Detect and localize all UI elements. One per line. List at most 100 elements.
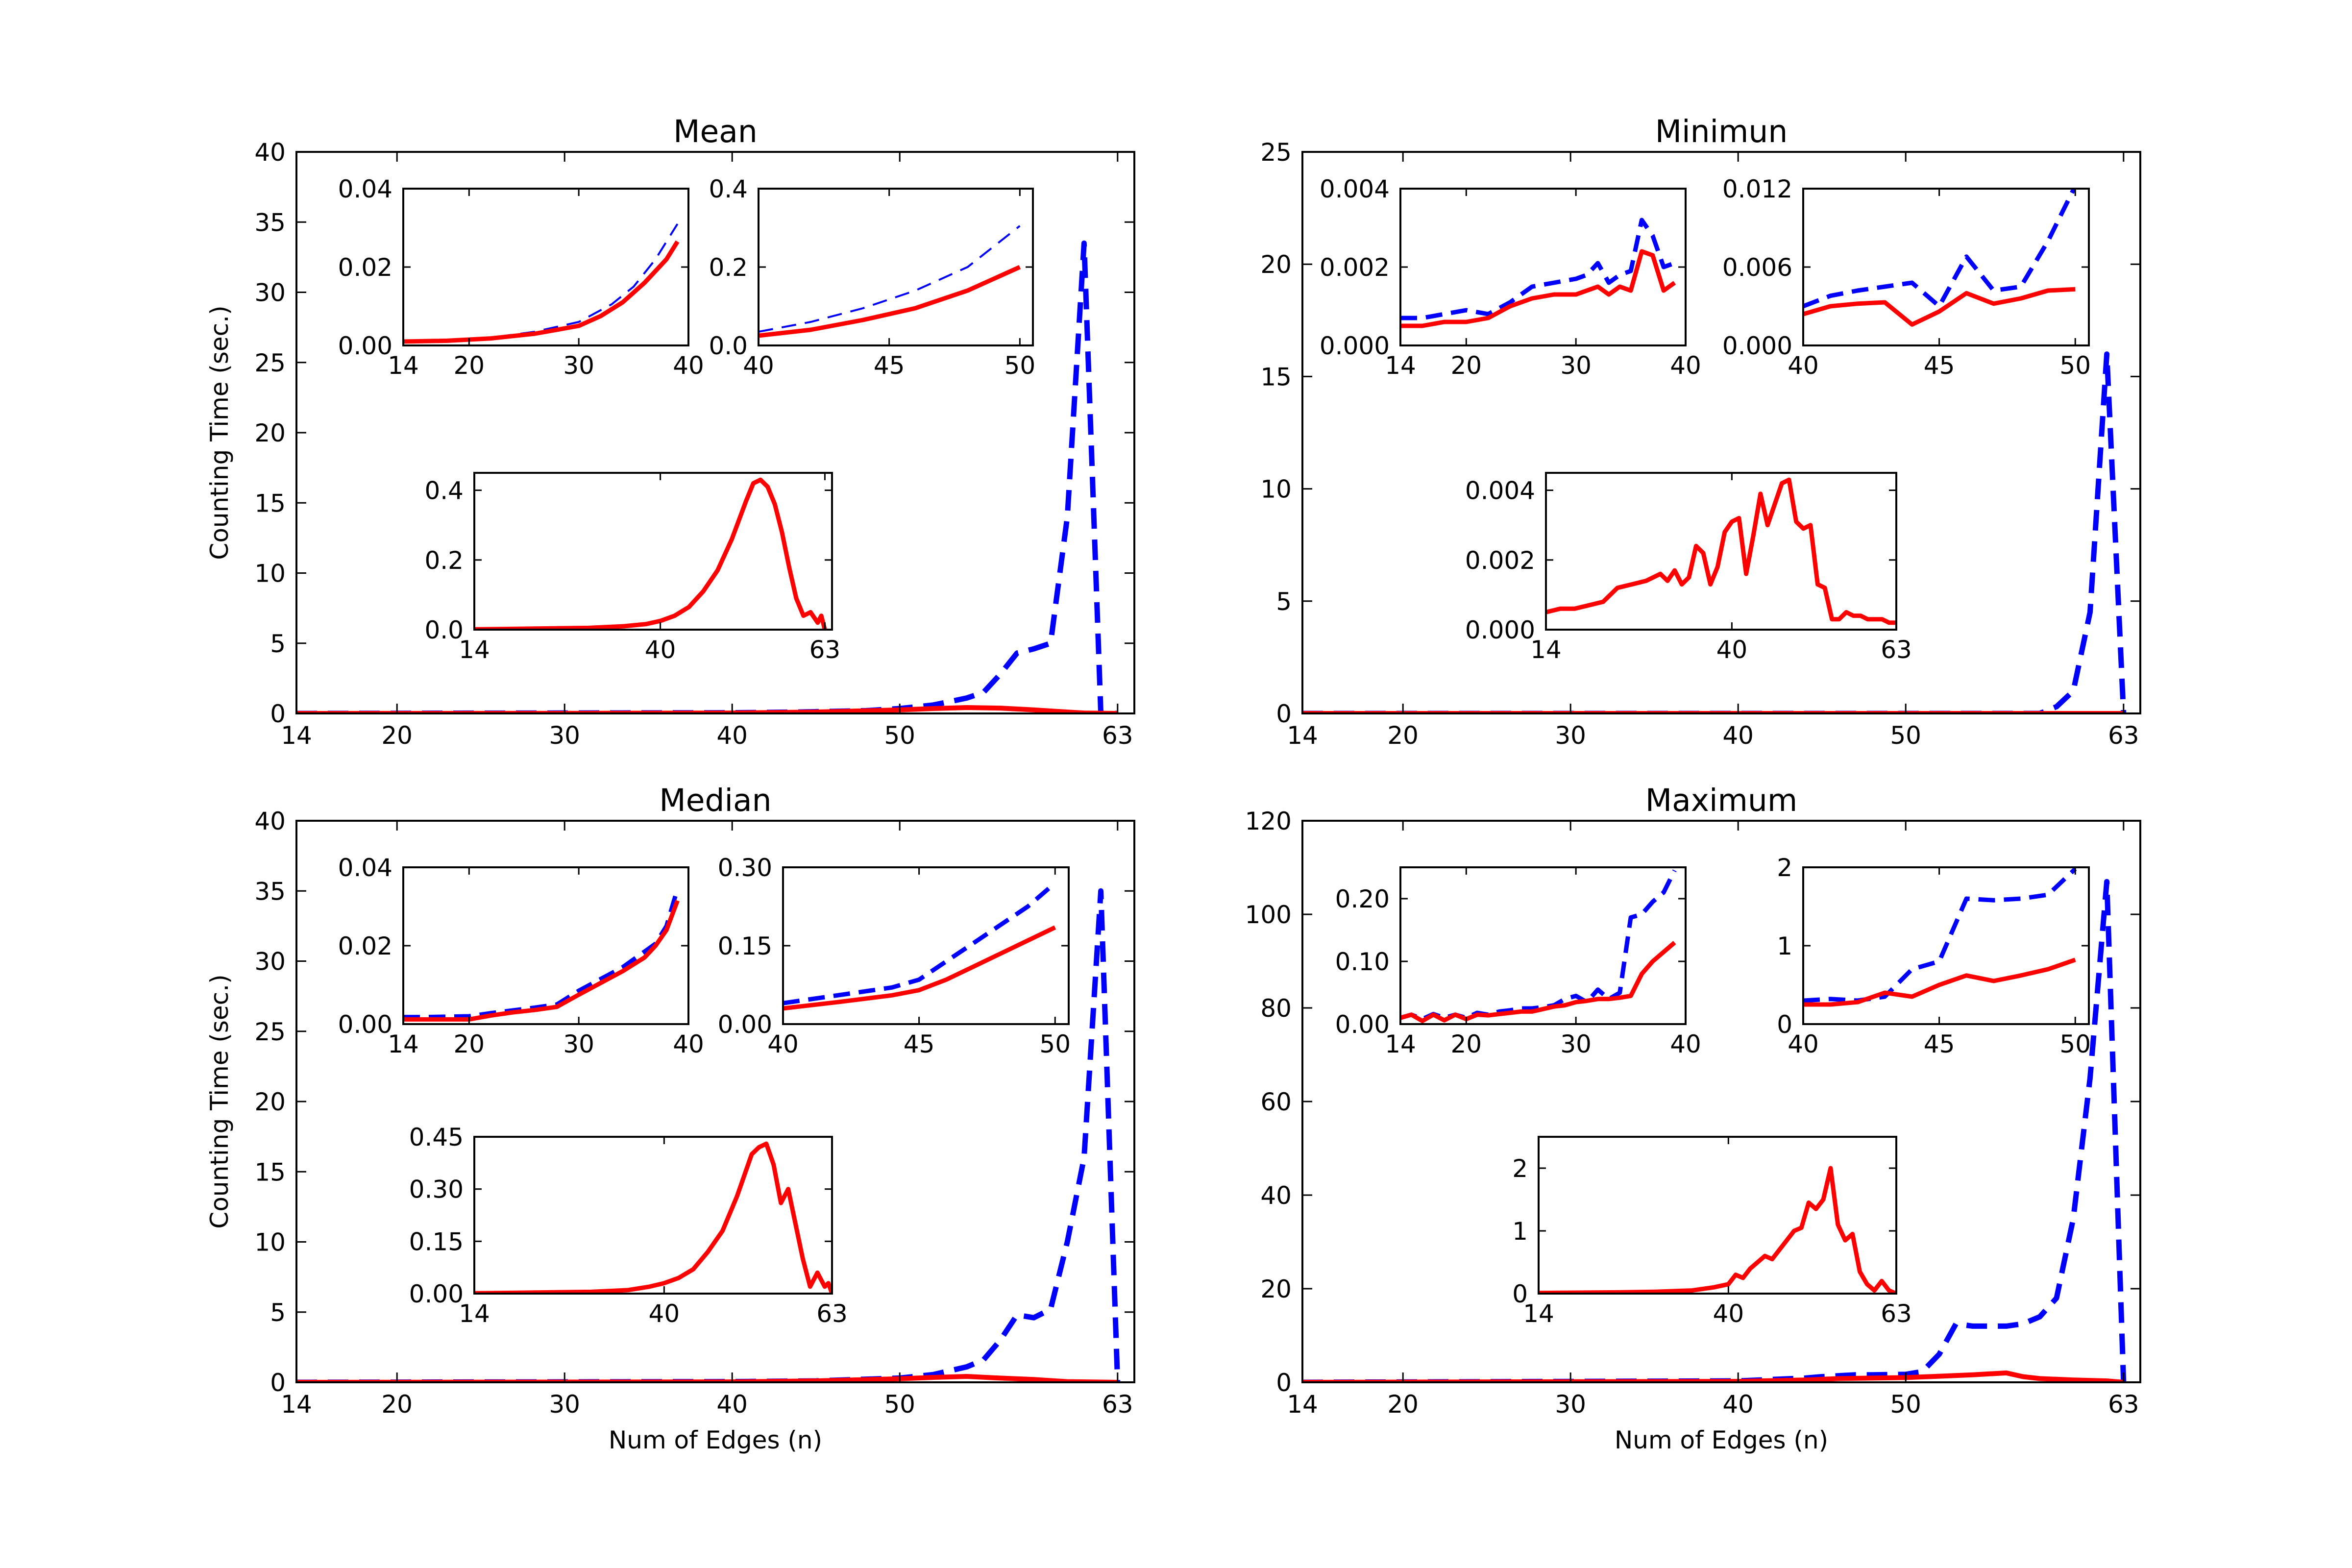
x-tick-label: 50 (1039, 1030, 1071, 1058)
y-tick-label: 0.30 (718, 854, 772, 882)
y-tick-label: 15 (254, 1158, 286, 1186)
x-tick-label: 40 (1722, 1390, 1754, 1419)
y-tick-label: 10 (1260, 475, 1292, 504)
series-line-red (1400, 941, 1676, 1024)
x-tick-label: 50 (1890, 1390, 1921, 1419)
y-tick-label: 0.15 (718, 932, 772, 960)
series-group (1803, 867, 2077, 1007)
x-tick-label: 30 (1560, 351, 1592, 380)
x-tick-label: 45 (874, 351, 905, 380)
x-tick-label: 63 (2108, 1390, 2139, 1419)
series-group (1539, 1166, 1896, 1294)
x-tick-label: 14 (281, 721, 312, 750)
y-tick-label: 25 (254, 349, 286, 377)
x-tick-label: 14 (388, 1030, 419, 1058)
x-tick-label: 40 (673, 351, 704, 380)
x-tick-label: 45 (1924, 351, 1955, 380)
inset-median-inset-c: 14 40 63 0.00 0.15 0.30 0.45 (409, 1123, 848, 1328)
y-tick-label: 20 (254, 1088, 286, 1116)
y-tick-label: 0.002 (1320, 253, 1390, 282)
y-tick-label: 40 (254, 807, 286, 835)
series-group (474, 1141, 832, 1294)
series-group (1400, 218, 1676, 328)
chart-title: Mean (673, 114, 758, 149)
axes-frame (473, 1136, 833, 1295)
x-tick-label: 40 (1788, 1030, 1819, 1058)
series-line-red (474, 477, 827, 630)
x-tick-label: 30 (549, 721, 580, 750)
y-tick-label: 0 (1777, 1010, 1792, 1039)
x-tick-label: 45 (1924, 1030, 1955, 1058)
x-tick-label: 30 (549, 1390, 580, 1419)
x-tick-label: 40 (1713, 1299, 1744, 1328)
series-group (759, 225, 1021, 338)
y-tick-label: 0.04 (338, 175, 392, 203)
inset-mean-inset-b: 40 45 50 0.0 0.2 0.4 (709, 175, 1035, 380)
inset-background (759, 189, 1033, 345)
y-tick-label: 80 (1260, 994, 1292, 1023)
y-tick-label: 40 (254, 138, 286, 167)
y-tick-label: 0.0 (424, 616, 464, 644)
series-line-red (1400, 249, 1676, 328)
series-group (474, 477, 827, 630)
y-tick-label: 5 (270, 1298, 286, 1327)
x-tick-label: 20 (1450, 1030, 1482, 1058)
axes-frame (1301, 151, 2141, 714)
axes-frame (1538, 1136, 1897, 1295)
y-tick-label: 15 (1260, 363, 1292, 391)
x-tick-label: 14 (1523, 1299, 1554, 1328)
x-tick-label: 30 (1560, 1030, 1592, 1058)
chart-title: Median (659, 783, 771, 818)
y-tick-label: 0.002 (1465, 546, 1535, 575)
inset-max-inset-c: 14 40 63 0 1 2 (1512, 1136, 1912, 1328)
y-tick-label: 40 (1260, 1181, 1292, 1210)
x-tick-label: 40 (1670, 1030, 1701, 1058)
y-tick-label: 0 (270, 700, 286, 728)
x-tick-label: 50 (1004, 351, 1036, 380)
y-tick-label: 0 (1512, 1280, 1528, 1308)
y-tick-label: 0.000 (1465, 616, 1535, 644)
x-tick-label: 14 (1287, 1390, 1318, 1419)
y-tick-label: 35 (254, 208, 286, 237)
x-tick-label: 50 (884, 1390, 915, 1419)
y-tick-label: 0.0 (709, 332, 748, 360)
x-tick-label: 40 (716, 1390, 748, 1419)
x-tick-label: 20 (453, 1030, 485, 1058)
chart-title: Maximum (1645, 783, 1797, 818)
inset-min-inset-a: 14 20 30 40 0.000 0.002 0.004 (1320, 175, 1701, 380)
inset-background (474, 1137, 832, 1294)
series-group (1400, 869, 1677, 1024)
x-tick-label: 63 (1881, 1299, 1912, 1328)
series-line-red (403, 900, 680, 1022)
x-tick-label: 20 (1387, 721, 1419, 750)
x-tick-label: 40 (1716, 636, 1748, 664)
series-group (1302, 351, 2127, 713)
x-tick-label: 14 (1385, 1030, 1416, 1058)
inset-background (403, 189, 688, 345)
x-tick-label: 20 (381, 1390, 413, 1419)
x-tick-label: 50 (2059, 351, 2091, 380)
y-tick-label: 0.30 (409, 1176, 464, 1204)
y-tick-label: 25 (1260, 138, 1292, 167)
y-tick-label: 0.004 (1465, 477, 1535, 505)
x-tick-label: 50 (2059, 1030, 2091, 1058)
x-tick-label: 50 (884, 721, 915, 750)
series-line-red (1803, 957, 2076, 1007)
x-tick-label: 30 (563, 351, 594, 380)
y-tick-label: 35 (254, 877, 286, 906)
x-tick-label: 63 (1881, 636, 1912, 664)
x-tick-label: 40 (767, 1030, 799, 1058)
y-tick-label: 0.006 (1722, 253, 1792, 282)
inset-background (474, 473, 832, 630)
y-tick-label: 0.4 (424, 477, 464, 505)
x-tick-label: 20 (453, 351, 485, 380)
y-tick-label: 2 (1777, 854, 1792, 882)
series-group (1546, 477, 1896, 625)
y-tick-label: 0.4 (709, 175, 748, 203)
y-tick-label: 0.20 (1335, 885, 1390, 913)
x-tick-label: 14 (1385, 351, 1416, 380)
x-tick-label: 30 (1555, 721, 1586, 750)
y-tick-label: 0.04 (338, 854, 392, 882)
axes-frame (1399, 866, 1687, 1025)
x-tick-label: 45 (904, 1030, 935, 1058)
